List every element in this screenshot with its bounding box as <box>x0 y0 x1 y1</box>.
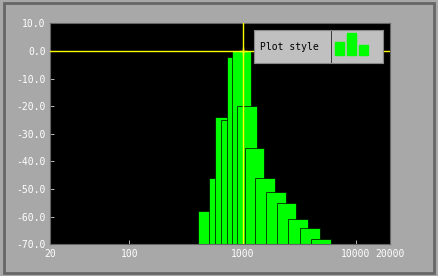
Bar <box>300 228 320 244</box>
Bar <box>232 51 251 244</box>
Bar <box>245 148 265 244</box>
Bar <box>237 106 257 244</box>
Bar <box>277 203 297 244</box>
Bar <box>215 117 235 244</box>
Bar <box>288 219 308 244</box>
Bar <box>221 120 240 244</box>
Bar <box>359 45 367 55</box>
Bar <box>336 42 344 55</box>
Text: Plot style: Plot style <box>261 42 319 52</box>
Bar <box>266 192 286 244</box>
Bar <box>255 178 275 244</box>
Bar <box>226 57 246 244</box>
Bar <box>209 178 229 244</box>
Bar <box>311 239 331 244</box>
Bar <box>347 33 356 55</box>
Bar <box>198 211 217 244</box>
